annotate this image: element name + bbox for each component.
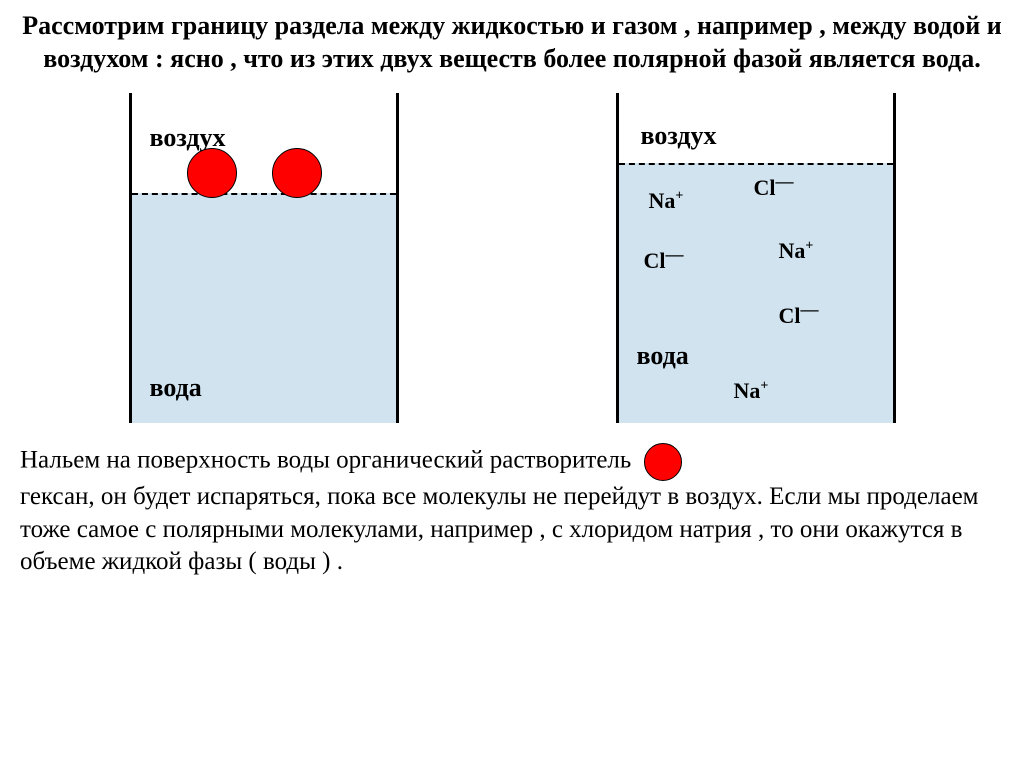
bottom-paragraph: Нальем на поверхность воды органический …: [20, 443, 1004, 579]
bottom-text-line1: Нальем на поверхность воды органический …: [20, 447, 631, 474]
page-title: Рассмотрим границу раздела между жидкост…: [20, 10, 1004, 75]
beaker-left: воздух вода: [129, 93, 399, 423]
bottom-text-line2: гексан, он будет испаряться, пока все мо…: [20, 483, 978, 575]
hexane-molecule-icon: [187, 148, 237, 198]
hexane-molecule-icon: [644, 443, 682, 481]
beaker-1-container: воздух вода: [129, 93, 399, 423]
diagram-row: воздух вода воздух вода Na+ Cl— Cl— Na+ Cl— N…: [20, 93, 1004, 423]
air-label-2: воздух: [641, 121, 717, 151]
ion-label: Cl—: [754, 175, 794, 201]
water-label-1: вода: [150, 373, 202, 403]
beaker-2-surface: [619, 163, 893, 165]
ion-label: Cl—: [779, 303, 819, 329]
beaker-1-surface: [132, 193, 396, 195]
hexane-molecule-icon: [272, 148, 322, 198]
beaker-2-container: воздух вода Na+ Cl— Cl— Na+ Cl— Na+: [616, 93, 896, 423]
water-label-2: вода: [637, 341, 689, 371]
ion-label: Na+: [779, 238, 814, 264]
ion-label: Na+: [649, 188, 684, 214]
ion-label: Na+: [734, 378, 769, 404]
ion-label: Cl—: [644, 248, 684, 274]
beaker-right: воздух вода Na+ Cl— Cl— Na+ Cl— Na+: [616, 93, 896, 423]
